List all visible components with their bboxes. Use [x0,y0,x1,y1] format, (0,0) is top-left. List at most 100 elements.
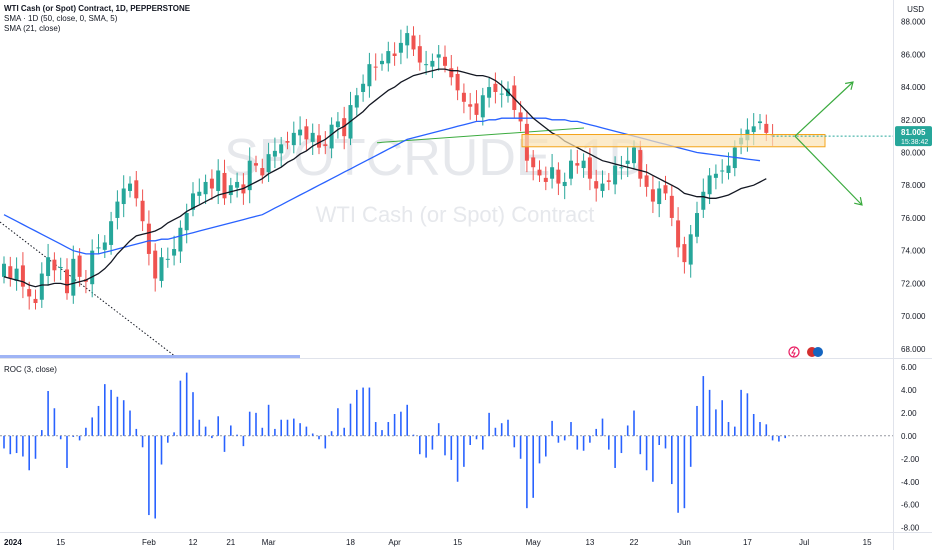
candle-body [115,201,120,218]
bearish-arrow-head [854,197,863,206]
price-tick-label: 76.000 [901,214,926,223]
candle-body [619,167,624,169]
candle-body [216,170,221,191]
sma50-legend[interactable]: SMA · 1D (50, close, 0, SMA, 5) [4,14,118,23]
bullish-arrow-head [845,81,854,90]
candle-body [121,188,126,205]
price-badge-value: 81.005 [901,128,926,137]
candle-body [531,157,536,168]
price-tick-label: 70.000 [901,312,926,321]
roc-legend[interactable]: ROC (3, close) [4,365,57,374]
candle-body [701,191,706,210]
price-tick-label: 80.000 [901,149,926,158]
candle-body [153,250,158,279]
candle-body [569,160,573,179]
time-tick-label: 22 [630,538,639,547]
candle-body [71,258,76,296]
time-tick-label: 2024 [4,538,22,547]
candle-body [758,121,762,124]
candle-body [726,165,731,173]
candle-body [96,247,101,249]
candle-body [380,60,384,65]
candle-body [392,53,397,56]
candle-body [695,213,699,237]
candle-body [128,183,132,191]
candle-body [430,60,435,67]
candle-body [222,172,227,199]
roc-tick-label: -4.00 [901,478,920,487]
price-tick-label: 78.000 [901,181,926,190]
candle-body [543,177,548,182]
candle-body [657,188,662,205]
candle-body [682,244,687,263]
roc-tick-label: 6.00 [901,363,917,372]
candle-body [228,185,233,196]
time-tick-label: Jun [678,538,691,547]
price-badge[interactable]: 81.005 15:38:42 [895,126,932,147]
candle-body [335,121,340,128]
candle-body [291,132,296,146]
time-tick-label: 13 [585,538,594,547]
candle-body [203,181,208,195]
candle-body [398,42,403,53]
candle-body [461,92,466,102]
candle-body [310,132,315,142]
candle-body [46,257,51,277]
candle-body [480,95,485,118]
candle-body [556,169,561,184]
candle-body [33,298,38,304]
candle-body [449,68,454,78]
candle-body [644,175,649,187]
candle-body [58,267,63,269]
candle-body [140,200,145,222]
time-tick-label: 17 [743,538,752,547]
candle-body [499,93,504,95]
candle-body [77,255,82,277]
candle-body [235,181,240,188]
sma21-legend[interactable]: SMA (21, close) [4,24,61,33]
currency-label[interactable]: USD [907,5,924,14]
time-tick-label: 18 [346,538,355,547]
candle-body [443,56,447,66]
candle-body [8,266,13,279]
candle-body [65,269,69,294]
candle-body [417,46,422,63]
symbol-legend[interactable]: WTI Cash (or Spot) Contract, 1D, PEPPERS… [4,4,190,14]
candle-body [298,129,303,136]
price-tick-label: 88.000 [901,18,926,27]
roc-tick-label: -6.00 [901,501,920,510]
time-tick-label: Jul [799,538,809,547]
watermark-name: WTI Cash (or Spot) Contract [316,202,595,227]
time-tick-label: 15 [863,538,872,547]
candle-body [342,118,347,137]
candle-body [172,249,177,256]
candle-body [663,185,668,194]
candle-body [329,124,334,149]
price-tick-label: 68.000 [901,345,926,354]
candle-body [707,175,712,195]
bullish-arrow [794,81,854,137]
candle-body [455,73,460,91]
time-tick-label: May [526,538,541,547]
candle-body [751,126,756,133]
candle-body [405,33,410,46]
price-zone [521,134,826,148]
bearish-arrow [794,135,863,206]
roc-tick-label: 4.00 [901,386,917,395]
time-tick-label: 15 [56,538,65,547]
price-tick-label: 82.000 [901,116,926,125]
candle-body [90,250,95,285]
candle-body [146,223,151,254]
candle-body [468,104,473,107]
candle-body [764,123,769,133]
candle-body [159,257,164,281]
symbol-title: WTI Cash (or Spot) Contract, 1D, PEPPERS… [4,4,191,13]
candle-body [581,160,586,169]
candle-body [14,268,19,281]
time-tick-label: 12 [189,538,198,547]
candle-body [688,234,693,265]
candle-body [562,181,567,187]
candle-body [669,195,674,218]
event-icons [788,346,823,358]
